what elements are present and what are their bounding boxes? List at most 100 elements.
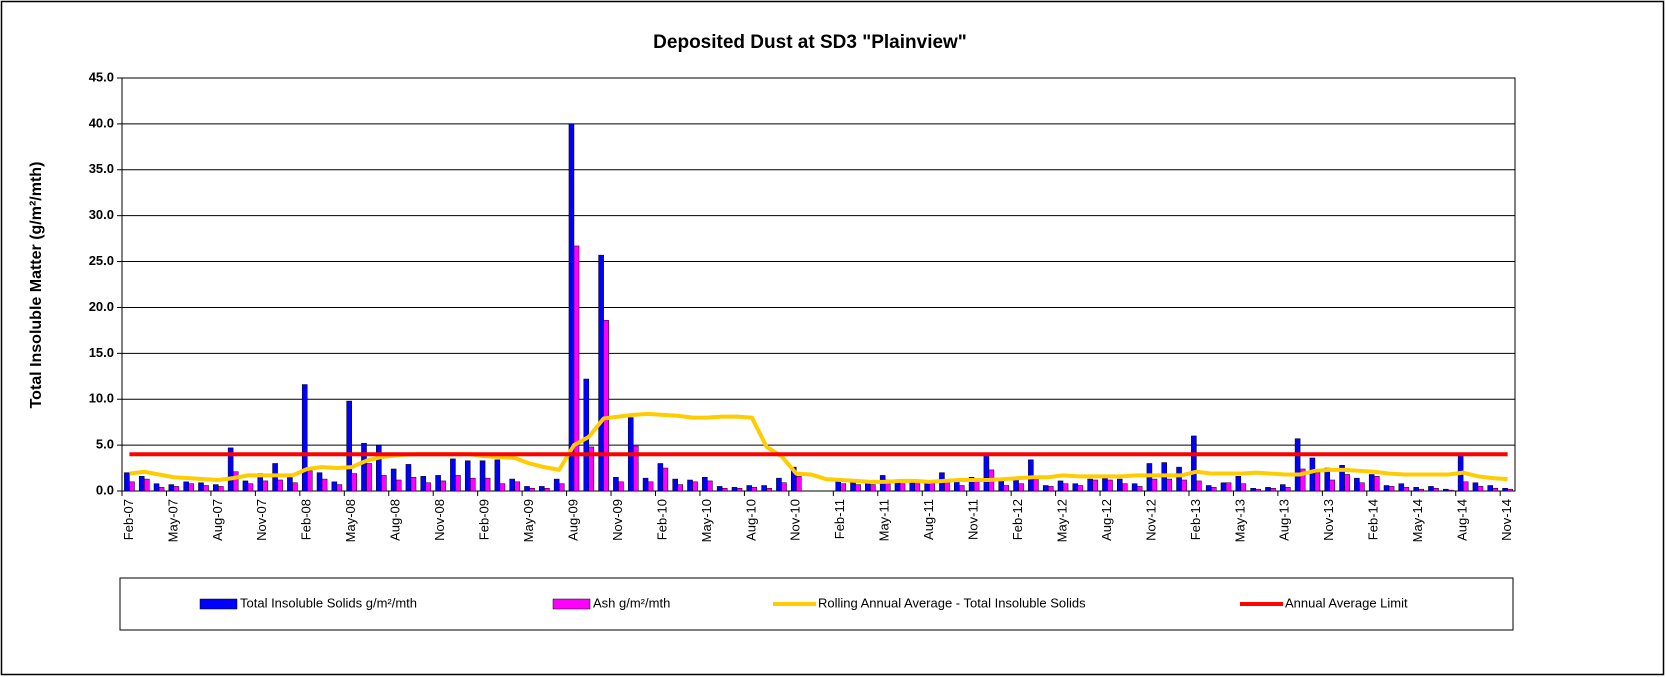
x-tick-label: May-14 (1410, 499, 1425, 542)
legend-swatch (199, 598, 238, 610)
bar (865, 482, 871, 492)
bar (168, 484, 175, 492)
legend-label: Annual Average Limit (1285, 595, 1408, 610)
x-tick-label: May-13 (1232, 499, 1247, 542)
bar (1472, 482, 1479, 492)
bar (1255, 488, 1261, 492)
bar (213, 484, 219, 492)
bar (203, 485, 209, 492)
bar (568, 123, 575, 492)
bar (509, 478, 515, 492)
bar (1413, 487, 1419, 492)
bar (124, 472, 130, 492)
bar (351, 473, 357, 492)
bar (494, 459, 501, 492)
x-tick-label: May-09 (521, 499, 536, 542)
bar (1220, 482, 1227, 492)
bar (1265, 487, 1271, 492)
bar (524, 486, 530, 492)
legend-label: Rolling Annual Average - Total Insoluble… (818, 595, 1086, 610)
bar (1072, 483, 1079, 492)
x-tick-label: Nov-13 (1321, 499, 1336, 541)
bar (983, 454, 990, 492)
bar (662, 467, 669, 492)
bar (1368, 474, 1375, 492)
bar (1462, 481, 1469, 492)
y-tick-label: 25.0 (89, 253, 114, 268)
bar (1191, 435, 1197, 492)
bar (1487, 485, 1494, 492)
bar (395, 479, 402, 492)
bar (1181, 479, 1187, 492)
bar (692, 481, 698, 492)
bar (776, 477, 782, 492)
bar (287, 476, 293, 492)
x-tick-label: Feb-12 (1010, 499, 1025, 540)
x-tick-label: Nov-12 (1143, 499, 1158, 541)
x-tick-label: Feb-07 (121, 499, 136, 540)
bar (405, 464, 412, 492)
bar (909, 482, 916, 492)
bar (138, 476, 145, 492)
bar (455, 475, 461, 492)
bar (1448, 489, 1454, 492)
bar (1433, 487, 1439, 492)
x-tick-label: Feb-14 (1366, 499, 1381, 540)
bar (316, 472, 323, 492)
line (129, 411, 1508, 484)
bar (850, 482, 856, 492)
bar (716, 486, 723, 492)
bar (707, 480, 713, 492)
y-tick-label: 10.0 (89, 391, 114, 406)
bar (1176, 466, 1182, 492)
bar (173, 486, 180, 492)
bar (1270, 487, 1276, 492)
bar (153, 483, 160, 492)
y-tick-label: 30.0 (89, 207, 114, 222)
x-tick-label: Aug-08 (388, 499, 403, 541)
bar (1117, 478, 1123, 492)
bar (953, 480, 960, 492)
bar (835, 481, 841, 492)
bar (1062, 483, 1069, 492)
bar (381, 475, 387, 492)
bar (613, 476, 619, 492)
bar (588, 446, 595, 492)
x-tick-label: Nov-09 (610, 499, 625, 541)
bar (1294, 438, 1301, 492)
bar (603, 320, 609, 492)
y-tick-label: 40.0 (89, 115, 114, 130)
bar (1122, 483, 1128, 492)
bar (143, 478, 150, 492)
x-tick-label: Feb-09 (477, 499, 492, 540)
bar (479, 460, 486, 492)
bar (1477, 486, 1484, 492)
bar (870, 484, 876, 492)
chart-title: Deposited Dust at SD3 "Plainview" (653, 32, 967, 53)
bar (1299, 468, 1306, 492)
bar (188, 483, 194, 492)
bar (855, 484, 861, 492)
x-tick-label: Aug-14 (1455, 499, 1470, 541)
bar (1057, 480, 1064, 492)
x-tick-label: Nov-10 (788, 499, 803, 541)
bar (899, 483, 906, 492)
bar (183, 481, 189, 492)
x-tick-label: Aug-13 (1277, 499, 1292, 541)
bar (1309, 457, 1316, 492)
legend-label: Ash g/m²/mth (593, 595, 670, 610)
bar (1403, 487, 1410, 492)
x-tick-label: Nov-08 (432, 499, 447, 541)
bar (553, 478, 560, 492)
bar (499, 483, 506, 492)
x-tick-label: May-07 (165, 499, 180, 542)
y-tick-label: 45.0 (89, 69, 114, 84)
bar (796, 476, 802, 492)
bar (721, 487, 728, 492)
y-tick-label: 35.0 (89, 161, 114, 176)
bar (361, 443, 367, 492)
x-tick-label: Feb-13 (1188, 499, 1203, 540)
bar (657, 463, 664, 492)
bar (702, 476, 708, 492)
bar (544, 487, 550, 492)
